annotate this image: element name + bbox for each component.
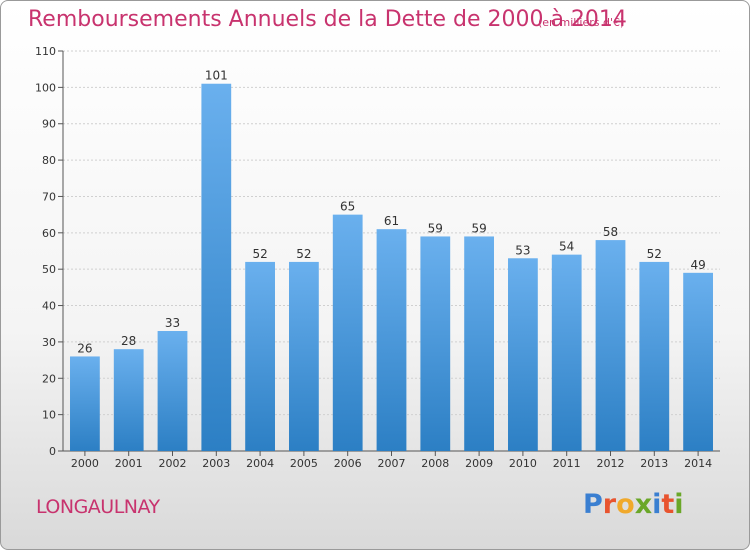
data-label: 52 xyxy=(647,247,662,261)
data-label: 59 xyxy=(428,221,443,235)
y-tick-label: 40 xyxy=(42,300,56,313)
data-label: 54 xyxy=(559,240,574,254)
y-tick-label: 70 xyxy=(42,190,56,203)
data-label: 61 xyxy=(384,214,399,228)
x-tick-label: 2005 xyxy=(290,457,318,470)
logo-letter: t xyxy=(661,489,675,520)
bar xyxy=(508,258,538,451)
bar xyxy=(157,331,188,451)
x-tick-label: 2013 xyxy=(640,457,668,470)
data-label: 49 xyxy=(690,258,705,272)
data-label: 28 xyxy=(121,334,136,348)
bar xyxy=(245,261,275,451)
bar xyxy=(201,83,232,452)
y-tick-label: 20 xyxy=(42,372,56,385)
x-tick-label: 2000 xyxy=(71,457,99,470)
data-label: 52 xyxy=(252,247,267,261)
bar xyxy=(464,236,494,451)
data-label: 59 xyxy=(471,221,486,235)
bar xyxy=(683,272,713,451)
data-label: 53 xyxy=(515,243,530,257)
data-label: 58 xyxy=(603,225,618,239)
y-tick-label: 0 xyxy=(49,445,56,458)
x-tick-label: 2010 xyxy=(509,457,537,470)
proxiti-logo[interactable]: Proxiti xyxy=(583,489,684,520)
data-label: 33 xyxy=(165,316,180,330)
x-tick-label: 2001 xyxy=(115,457,143,470)
x-tick-label: 2006 xyxy=(334,457,362,470)
bar xyxy=(70,356,100,451)
bar xyxy=(595,240,626,451)
y-tick-label: 30 xyxy=(42,336,56,349)
x-tick-label: 2011 xyxy=(553,457,581,470)
bars xyxy=(70,83,713,452)
y-tick-label: 50 xyxy=(42,263,56,276)
logo-letter: i xyxy=(652,489,662,520)
logo-letter: o xyxy=(616,489,635,520)
x-tick-label: 2007 xyxy=(378,457,406,470)
bar xyxy=(113,349,144,451)
bar xyxy=(639,261,670,451)
y-tick-label: 60 xyxy=(42,227,56,240)
logo-letter: P xyxy=(583,489,603,520)
bar xyxy=(289,261,319,451)
data-label: 52 xyxy=(296,247,311,261)
y-tick-label: 10 xyxy=(42,409,56,422)
x-tick-label: 2012 xyxy=(597,457,625,470)
y-tick-label: 110 xyxy=(35,45,56,58)
data-label: 65 xyxy=(340,200,355,214)
bar xyxy=(332,214,363,451)
bar xyxy=(420,236,451,451)
x-tick-label: 2008 xyxy=(421,457,449,470)
x-tick-label: 2009 xyxy=(465,457,493,470)
x-tick-label: 2004 xyxy=(246,457,274,470)
y-tick-label: 80 xyxy=(42,154,56,167)
data-label: 101 xyxy=(205,69,228,83)
y-tick-label: 100 xyxy=(35,81,56,94)
y-tick-label: 90 xyxy=(42,118,56,131)
x-tick-label: 2002 xyxy=(159,457,187,470)
bar xyxy=(551,254,582,451)
x-tick-label: 2014 xyxy=(684,457,712,470)
x-tick-label: 2003 xyxy=(202,457,230,470)
unit-note: (en milliers d'€) xyxy=(538,16,625,29)
bar xyxy=(376,229,407,451)
logo-letter: x xyxy=(634,489,653,520)
commune-name: LONGAULNAY xyxy=(36,496,160,518)
labels: 0 10 20 30 40 50 60 70 80 90 100 110 26 2000 28 2001 33 2… xyxy=(35,45,712,470)
logo-letter: r xyxy=(602,489,617,520)
logo-letter: i xyxy=(674,489,684,520)
data-label: 26 xyxy=(77,341,92,355)
chart-title: Remboursements Annuels de la Dette de 20… xyxy=(28,7,627,32)
